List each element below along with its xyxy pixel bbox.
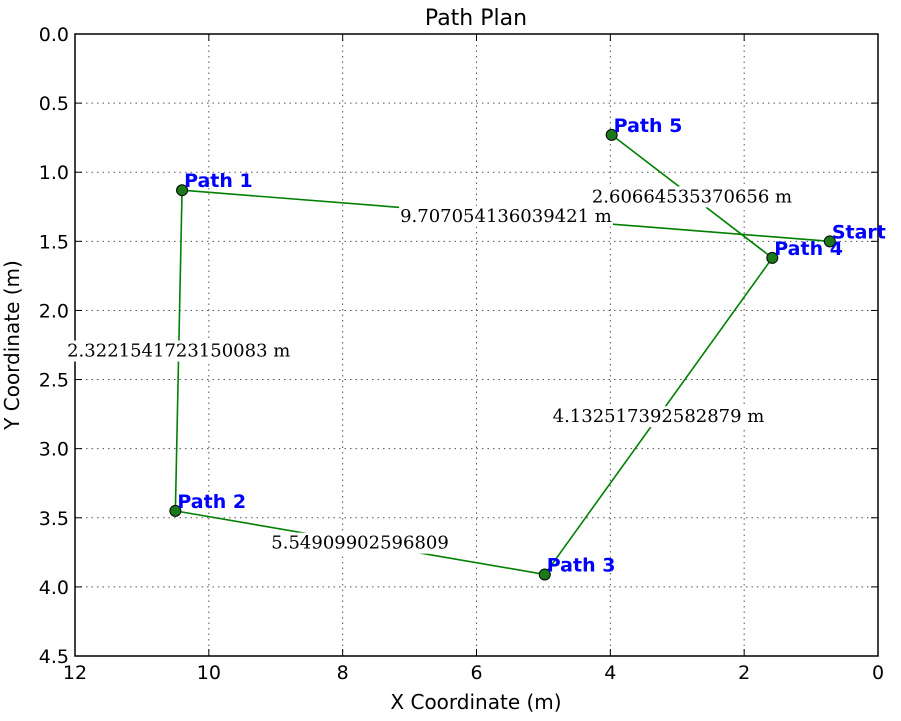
distance-label-background: [590, 186, 794, 208]
distance-label-group: 2.3221541723150083 m: [66, 340, 292, 362]
distance-label-background: [270, 532, 450, 554]
y-tick-label: 4.5: [39, 646, 69, 668]
path-point-label: Path 2: [177, 491, 246, 513]
x-tick-label: 0: [872, 662, 884, 684]
y-tick-label: 0.5: [39, 93, 69, 115]
path-point-label: Path 1: [184, 170, 253, 192]
distance-label: 5.54909902596809: [271, 533, 449, 554]
distance-label: 2.3221541723150083 m: [67, 341, 290, 362]
y-tick-label: 1.5: [39, 231, 69, 253]
y-tick-label: 0.0: [39, 24, 69, 46]
distance-label-background: [66, 340, 292, 362]
x-tick-label: 8: [337, 662, 349, 684]
path-point-marker: [766, 251, 779, 264]
chart-title: Path Plan: [425, 6, 527, 31]
y-tick-label: 3.0: [39, 439, 69, 461]
distance-label-group: 9.707054136039421 m: [399, 205, 613, 227]
path-points: Start Path 1 Path 2 Path 3 Path 4 Path 5: [169, 115, 886, 581]
path-point-label: Start: [832, 221, 886, 243]
distance-label-background: [551, 406, 766, 428]
path-point-marker: [605, 128, 618, 141]
x-tick-label: 12: [63, 662, 87, 684]
y-axis-label: Y Coordinate (m): [0, 260, 24, 431]
x-tick-label: 10: [197, 662, 221, 684]
y-tick-label: 3.5: [39, 508, 69, 530]
distance-labels: 9.707054136039421 m 2.3221541723150083 m 5…: [66, 186, 794, 554]
path-point-marker: [823, 235, 836, 248]
distance-label-group: 4.132517392582879 m: [551, 406, 766, 428]
path-point-marker: [538, 568, 551, 581]
x-tick-label: 4: [604, 662, 616, 684]
axis-ticks: 12 10 8 6 4 2 0 0.0 0.5 1.0 1.5 2.0 2.5 3.0 3.5 4.0 4.5: [39, 24, 884, 684]
path-point-label: Path 5: [614, 115, 683, 137]
path-point-label: Path 4: [774, 238, 843, 260]
distance-label-group: 2.60664535370656 m: [590, 186, 794, 208]
path-point-marker: [169, 504, 182, 517]
y-tick-label: 2.0: [39, 300, 69, 322]
distance-label-background: [399, 205, 613, 227]
x-tick-label: 6: [470, 662, 482, 684]
y-tick-label: 4.0: [39, 577, 69, 599]
path-point-marker: [176, 184, 189, 197]
y-tick-label: 1.0: [39, 162, 69, 184]
distance-label: 4.132517392582879 m: [553, 406, 765, 427]
distance-label: 9.707054136039421 m: [400, 206, 612, 227]
distance-label: 2.60664535370656 m: [592, 186, 792, 207]
x-tick-label: 2: [738, 662, 750, 684]
path-point-label: Path 3: [547, 554, 616, 576]
y-tick-label: 2.5: [39, 370, 69, 392]
distance-label-group: 5.54909902596809: [270, 532, 450, 554]
x-axis-label: X Coordinate (m): [390, 690, 561, 714]
